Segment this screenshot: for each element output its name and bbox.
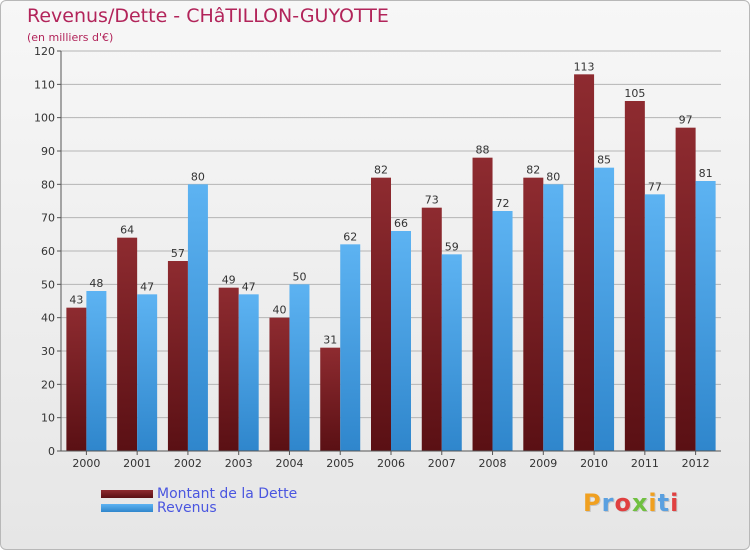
legend-item-dette: Montant de la Dette bbox=[101, 486, 298, 502]
legend-label-dette: Montant de la Dette bbox=[157, 486, 298, 502]
x-tick-label: 2007 bbox=[428, 457, 456, 470]
data-label-revenus: 80 bbox=[546, 170, 560, 183]
bar-revenus bbox=[86, 291, 107, 451]
bar-dette bbox=[269, 317, 290, 451]
data-label-revenus: 59 bbox=[445, 240, 459, 253]
y-tick-label: 0 bbox=[48, 445, 55, 458]
bar-dette bbox=[523, 177, 544, 451]
legend-label-revenus: Revenus bbox=[157, 500, 217, 516]
y-tick-label: 70 bbox=[41, 212, 55, 225]
y-tick-label: 40 bbox=[41, 312, 55, 325]
bar-dette bbox=[675, 127, 696, 452]
data-label-dette: 31 bbox=[323, 334, 337, 347]
y-tick-label: 120 bbox=[34, 45, 55, 58]
x-tick-label: 2001 bbox=[123, 457, 151, 470]
data-label-revenus: 77 bbox=[648, 180, 662, 193]
x-tick-label: 2005 bbox=[326, 457, 354, 470]
x-tick-label: 2012 bbox=[682, 457, 710, 470]
data-label-dette: 97 bbox=[679, 114, 693, 127]
bar-revenus bbox=[695, 181, 716, 451]
x-tick-label: 2008 bbox=[479, 457, 507, 470]
bar-revenus bbox=[543, 184, 564, 452]
x-tick-label: 2004 bbox=[275, 457, 303, 470]
x-tick-label: 2002 bbox=[174, 457, 202, 470]
bar-dette bbox=[421, 207, 442, 451]
data-label-dette: 113 bbox=[574, 60, 595, 73]
bar-revenus bbox=[644, 194, 665, 452]
bar-revenus bbox=[289, 284, 310, 451]
data-label-revenus: 47 bbox=[242, 280, 256, 293]
bar-revenus bbox=[391, 231, 411, 451]
data-label-dette: 43 bbox=[69, 294, 83, 307]
data-label-revenus: 47 bbox=[140, 280, 154, 293]
y-tick-label: 30 bbox=[41, 345, 55, 358]
chart-subtitle: (en milliers d'€) bbox=[27, 31, 114, 44]
bar-dette bbox=[66, 307, 87, 451]
x-tick-label: 2011 bbox=[631, 457, 659, 470]
x-tick-label: 2003 bbox=[225, 457, 253, 470]
bar-dette bbox=[167, 261, 188, 451]
bar-revenus bbox=[238, 294, 259, 451]
bar-dette bbox=[218, 287, 239, 451]
bar-dette bbox=[117, 237, 138, 451]
bar-revenus bbox=[340, 244, 361, 451]
y-tick-label: 20 bbox=[41, 378, 55, 391]
bar-dette bbox=[574, 74, 595, 451]
data-label-revenus: 48 bbox=[89, 277, 103, 290]
y-tick-label: 110 bbox=[34, 78, 55, 91]
data-label-revenus: 50 bbox=[292, 270, 306, 283]
data-label-revenus: 85 bbox=[597, 154, 611, 167]
legend-swatch-revenus bbox=[101, 504, 153, 512]
chart-title: Revenus/Dette - CHâTILLON-GUYOTTE bbox=[27, 5, 389, 27]
x-tick-label: 2010 bbox=[580, 457, 608, 470]
y-tick-label: 60 bbox=[41, 245, 55, 258]
bar-revenus bbox=[441, 254, 462, 451]
data-label-dette: 57 bbox=[171, 247, 185, 260]
data-label-revenus: 62 bbox=[343, 230, 357, 243]
data-label-dette: 105 bbox=[624, 87, 645, 100]
bar-dette bbox=[320, 347, 341, 451]
bar-revenus bbox=[137, 294, 158, 451]
bar-dette bbox=[624, 101, 645, 451]
y-tick-label: 90 bbox=[41, 145, 55, 158]
bar-dette bbox=[472, 157, 493, 451]
bar-revenus bbox=[492, 211, 513, 451]
bar-revenus bbox=[594, 167, 615, 451]
data-label-dette: 82 bbox=[374, 164, 388, 177]
data-label-dette: 49 bbox=[222, 274, 236, 287]
y-tick-label: 100 bbox=[34, 112, 55, 125]
proxiti-logo: Proxiti bbox=[583, 489, 680, 517]
data-label-revenus: 81 bbox=[699, 167, 713, 180]
data-label-dette: 40 bbox=[272, 304, 286, 317]
x-tick-label: 2000 bbox=[72, 457, 100, 470]
bar-dette bbox=[371, 177, 391, 451]
data-label-revenus: 80 bbox=[191, 170, 205, 183]
x-tick-label: 2006 bbox=[377, 457, 405, 470]
legend-swatch-dette bbox=[101, 490, 153, 498]
y-tick-label: 80 bbox=[41, 178, 55, 191]
data-label-revenus: 66 bbox=[394, 217, 408, 230]
data-label-dette: 64 bbox=[120, 224, 134, 237]
bar-revenus bbox=[187, 184, 208, 452]
y-tick-label: 50 bbox=[41, 278, 55, 291]
data-label-dette: 73 bbox=[425, 194, 439, 207]
x-tick-label: 2009 bbox=[529, 457, 557, 470]
data-label-dette: 82 bbox=[526, 164, 540, 177]
data-label-revenus: 72 bbox=[496, 197, 510, 210]
legend-item-revenus: Revenus bbox=[101, 500, 297, 516]
legend: Montant de la Dette Revenus bbox=[101, 486, 298, 516]
data-label-dette: 88 bbox=[476, 144, 490, 157]
y-tick-label: 10 bbox=[41, 412, 55, 425]
